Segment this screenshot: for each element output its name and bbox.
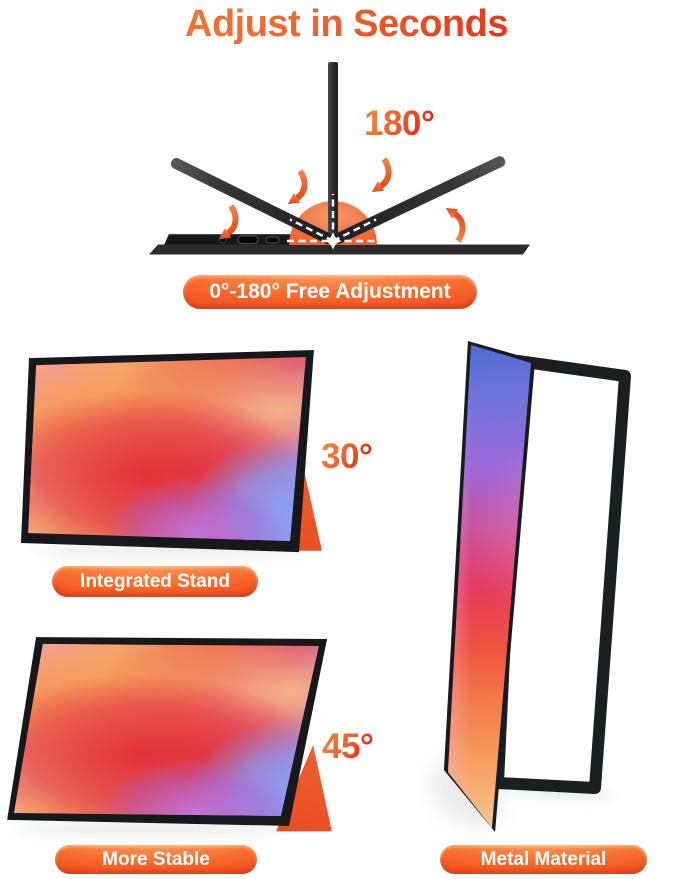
angle-label-45: 45° xyxy=(322,727,374,766)
monitor-30-photo xyxy=(16,346,326,558)
angle-label-30: 30° xyxy=(321,437,373,476)
pivot-star-icon xyxy=(324,232,342,250)
monitor-45-photo xyxy=(0,630,340,838)
monitor-bottom-cover xyxy=(149,244,530,255)
stand-arm-right xyxy=(332,156,506,245)
monitor-screen xyxy=(13,643,319,816)
usb-c-port xyxy=(237,235,259,245)
more-stable-badge: More Stable xyxy=(55,845,257,874)
rotation-arrow-icon xyxy=(288,171,305,204)
badge-label: Metal Material xyxy=(480,848,607,870)
monitor-vertical-photo xyxy=(417,336,664,841)
angle-label-180: 180° xyxy=(364,104,435,143)
monitor-screen xyxy=(28,357,306,542)
rotation-arrow-icon xyxy=(446,208,463,241)
badge-label: 0°-180° Free Adjustment xyxy=(209,280,451,303)
stand-arm-left xyxy=(170,158,334,245)
monitor-shadow xyxy=(34,546,304,556)
mini-hdmi-port xyxy=(265,236,280,244)
integrated-stand-badge: Integrated Stand xyxy=(52,566,258,597)
free-adjustment-badge: 0°-180° Free Adjustment xyxy=(183,275,477,309)
rotation-arrow-icon xyxy=(372,159,389,192)
stand-arm-vertical xyxy=(328,62,338,242)
badge-label: Integrated Stand xyxy=(80,570,230,592)
metal-material-badge: Metal Material xyxy=(440,845,647,874)
rotation-diagram xyxy=(149,62,530,255)
page-title: Adjust in Seconds xyxy=(0,3,693,46)
monitor-shadow xyxy=(12,824,292,834)
badge-label: More Stable xyxy=(102,848,210,870)
